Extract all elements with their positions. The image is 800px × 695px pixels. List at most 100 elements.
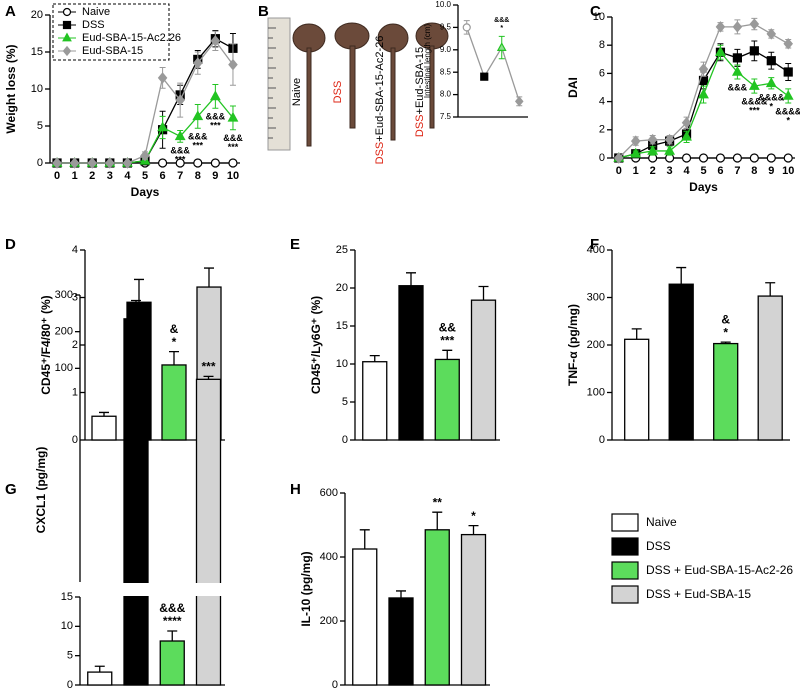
panel-letter: E [290, 236, 300, 253]
photo-panel: Naive DSS DSS+Eud-SBA-15-Ac2-26 DSS+Eud-… [267, 17, 449, 165]
legend-label: DSS + Eud-SBA-15-Ac2-26 [646, 563, 793, 577]
annotation: **** [163, 614, 182, 628]
annotation: *** [440, 333, 454, 347]
x-tick-label: 0 [54, 170, 60, 182]
legend-marker [62, 20, 72, 30]
annotation: &&& [223, 133, 243, 143]
y-tick-label: 0 [599, 152, 605, 164]
legend-swatch [611, 561, 639, 580]
y-tick-label: 10 [31, 83, 43, 95]
marker [647, 133, 658, 146]
error-bar [676, 266, 687, 285]
bar [668, 283, 694, 441]
marker [766, 28, 777, 40]
legend-marker [62, 7, 72, 17]
y-tick-label: 8.5 [440, 67, 452, 76]
marker [681, 117, 692, 129]
marker [480, 72, 489, 81]
annotation: &&& [188, 132, 208, 142]
x-tick-label: 3 [107, 170, 113, 182]
error-bar [167, 630, 178, 641]
x-tick-label: 6 [717, 165, 723, 177]
marker [731, 65, 743, 76]
marker [732, 53, 742, 63]
error-bar [369, 354, 380, 362]
colons [292, 22, 449, 147]
annotation: &&&& [775, 106, 800, 116]
marker [175, 158, 185, 168]
y-tick-label: 200 [587, 339, 605, 351]
annotation: * [786, 115, 790, 125]
y-tick-label: 0 [67, 679, 73, 690]
x-tick-label: 1 [633, 165, 639, 177]
marker [749, 153, 759, 163]
marker [783, 38, 794, 50]
y-tick-label: 2 [599, 124, 605, 136]
x-axis-label: Days [689, 180, 718, 194]
photo-label: DSS [332, 81, 344, 104]
photo-label: Naive [291, 78, 303, 106]
panel-letter: F [590, 236, 599, 253]
bar [757, 295, 783, 441]
annotation: *** [175, 155, 186, 165]
y-axis-label: DAI [566, 77, 580, 98]
photo-label: DSS+Eud-SBA-15 [414, 47, 426, 137]
legend-label: Eud-SBA-15-Ac2.26 [82, 32, 181, 44]
error-bar [204, 267, 214, 288]
y-tick-label: 1 [72, 386, 78, 398]
x-tick-label: 4 [683, 165, 690, 177]
marker [613, 152, 624, 164]
bar [161, 364, 187, 441]
annotation: ** [433, 495, 443, 509]
y-tick-label: 0 [599, 434, 605, 446]
y-tick-label: 4 [72, 244, 78, 256]
photo-label: DSS+Eud-SBA-15-Ac2-26 [374, 36, 386, 165]
marker [174, 130, 186, 141]
legend-swatch [611, 585, 639, 604]
y-tick-label: 8.0 [440, 90, 452, 99]
marker [227, 111, 239, 122]
y-tick-label: 9.0 [440, 45, 452, 54]
marker [664, 133, 675, 146]
marker [140, 149, 150, 162]
marker [175, 94, 185, 106]
y-tick-label: 400 [320, 551, 338, 563]
x-tick-label: 2 [650, 165, 656, 177]
y-axis-label: TNF-α (pg/mg) [566, 304, 580, 386]
marker [681, 130, 692, 141]
y-axis-label: CD45⁺/F4/80⁺ (%) [39, 295, 53, 394]
marker [192, 57, 203, 69]
marker [698, 88, 709, 99]
annotation: * [172, 335, 177, 349]
photo-label-part: +Eud-SBA-15 [414, 47, 426, 115]
bar [87, 671, 113, 686]
marker [698, 63, 709, 75]
x-tick-label: 8 [751, 165, 757, 177]
y-tick-label: 6 [599, 67, 605, 79]
error-bar [432, 511, 443, 530]
panel-letter: D [5, 236, 16, 253]
marker [782, 89, 794, 100]
marker [749, 46, 759, 56]
ruler [267, 17, 291, 151]
legend-swatch [611, 513, 639, 532]
marker [228, 158, 238, 168]
photo-label-part: DSS [414, 114, 426, 137]
annotation: &&& [206, 112, 226, 122]
y-tick-label: 15 [31, 46, 43, 58]
y-tick-label: 300 [587, 291, 605, 303]
y-tick-label: 9.5 [440, 23, 452, 32]
y-tick-label: 8 [599, 39, 605, 51]
bar [195, 378, 222, 686]
panel-letter: C [590, 3, 601, 20]
panel-letter: B [258, 3, 269, 20]
marker [698, 153, 709, 163]
y-tick-label: 5 [37, 120, 43, 132]
marker [732, 153, 742, 163]
annotation: * [500, 25, 503, 32]
x-tick-label: 1 [72, 170, 78, 182]
y-tick-label: 10.0 [435, 0, 451, 9]
bar [398, 285, 424, 441]
legend-label: Naive [82, 6, 110, 18]
y-tick-label: 600 [320, 487, 338, 499]
